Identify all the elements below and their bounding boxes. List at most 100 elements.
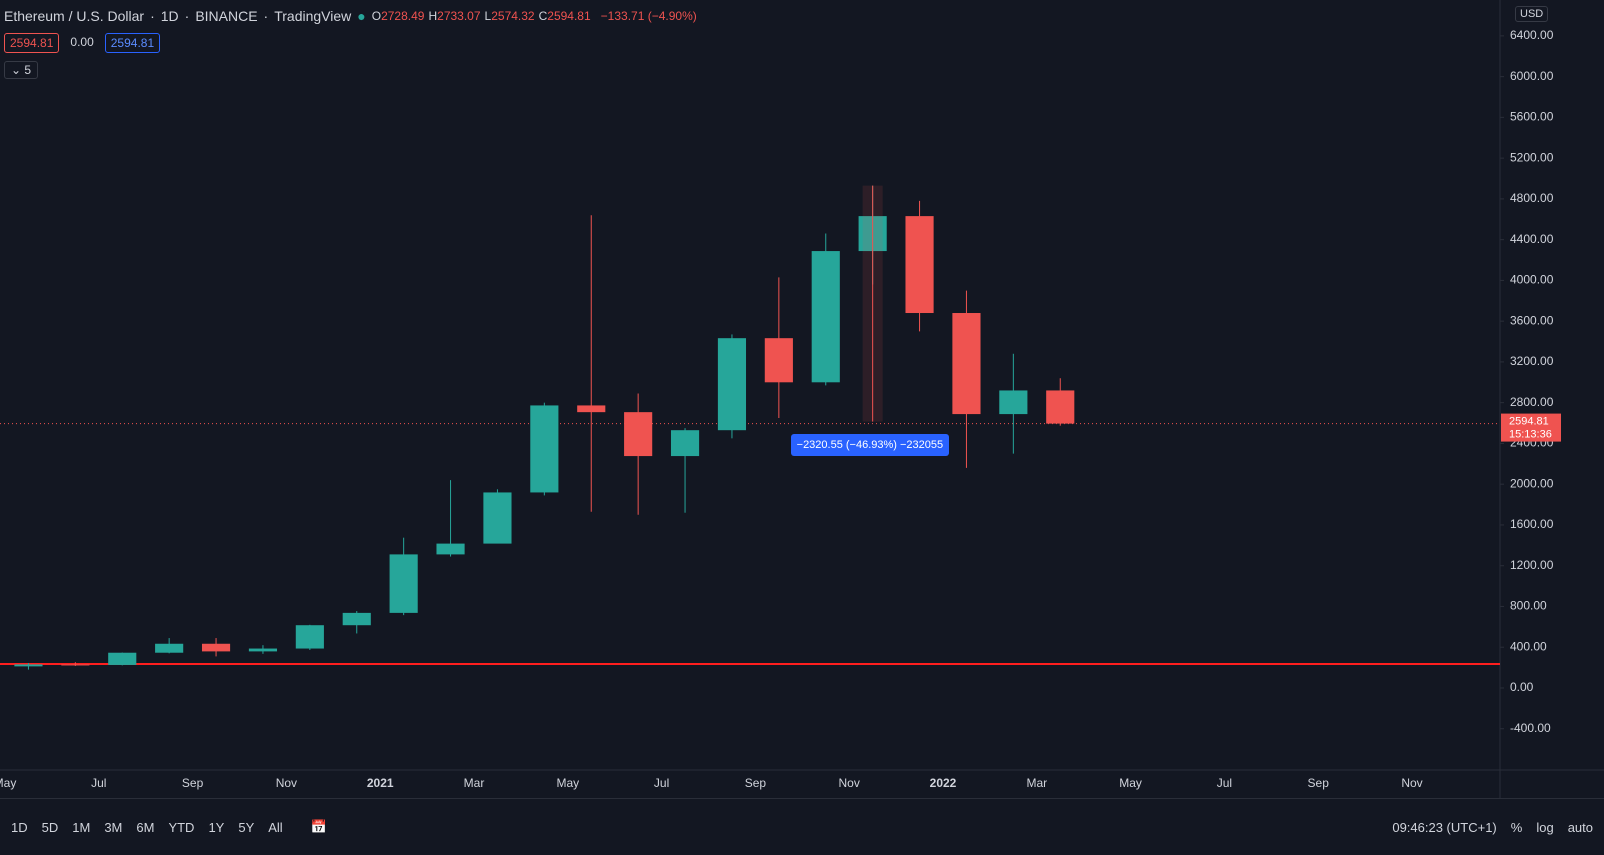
candle-body: [108, 652, 137, 665]
candle-body: [436, 543, 465, 555]
y-tick-label: 800.00: [1510, 599, 1547, 613]
candle-body: [905, 216, 934, 314]
ohlc-value: 2574.32: [491, 9, 535, 23]
range-button[interactable]: 1Y: [208, 819, 225, 835]
y-tick-label: 0.00: [1510, 680, 1534, 694]
option-button[interactable]: log: [1536, 819, 1554, 835]
candle-body: [389, 554, 418, 613]
currency[interactable]: USD: [1515, 6, 1549, 22]
y-tick-label: 1200.00: [1510, 558, 1554, 572]
x-tick-label: Nov: [839, 776, 860, 790]
candle-body: [764, 338, 793, 383]
option-button[interactable]: auto: [1567, 819, 1593, 835]
option-button[interactable]: %: [1510, 819, 1523, 835]
candle-body: [624, 412, 653, 457]
countdown-label: 15:13:36: [1509, 428, 1552, 440]
range-button[interactable]: YTD: [168, 819, 195, 835]
y-tick-label: 3200.00: [1510, 354, 1554, 368]
candle-body: [201, 643, 231, 652]
y-tick-label: 4800.00: [1510, 191, 1554, 205]
range-button[interactable]: 3M: [104, 819, 123, 835]
y-tick-label: 5600.00: [1510, 110, 1554, 124]
ohlc-value: 2594.81: [547, 9, 591, 23]
range-button[interactable]: 1M: [72, 819, 91, 835]
x-tick-label: Sep: [182, 776, 204, 790]
y-tick-label: 6400.00: [1510, 28, 1554, 42]
range-button[interactable]: 5Y: [238, 819, 255, 835]
x-tick-label: Nov: [276, 776, 297, 790]
candle-body: [248, 648, 278, 652]
last-price-box: [1501, 413, 1561, 442]
range-button[interactable]: 1D: [11, 819, 28, 835]
candle-body: [155, 643, 184, 653]
range-button[interactable]: 5D: [41, 819, 59, 835]
candle-body: [1046, 390, 1075, 424]
badge: 0.00: [70, 35, 94, 49]
x-tick-label: Jul: [1217, 776, 1232, 790]
x-tick-label: Mar: [1026, 776, 1047, 790]
range-button[interactable]: 6M: [136, 819, 155, 835]
change: −133.71 (−4.90%): [600, 9, 697, 23]
x-tick-label: May: [556, 776, 579, 790]
candle-body: [530, 405, 559, 493]
candle-body: [952, 313, 981, 415]
y-tick-label: 4000.00: [1510, 273, 1554, 287]
y-tick-label: -400.00: [1510, 721, 1551, 735]
y-tick-label: 6000.00: [1510, 69, 1554, 83]
x-tick-label: May: [1119, 776, 1142, 790]
ohlc-value: 2733.07: [437, 9, 481, 23]
toolbar: 1D 5D 1M 3M 6M YTD 1Y 5Y All 📅 09:46:23 (UTC+1) …: [0, 798, 1604, 855]
x-tick-label: Nov: [1401, 776, 1422, 790]
ohlc-value: 2728.49: [381, 9, 425, 23]
badge: 2594.81: [4, 33, 60, 53]
last-price-label: 2594.81: [1509, 415, 1549, 427]
x-tick-label: 2021: [367, 776, 394, 790]
y-tick-label: 2000.00: [1510, 476, 1554, 490]
source: TradingView: [274, 8, 352, 24]
x-tick-label: Sep: [1308, 776, 1330, 790]
candle-body: [295, 625, 324, 649]
ohlc-label: L: [484, 9, 492, 23]
x-tick-label: May: [0, 776, 16, 790]
indicator-count: 5: [24, 63, 32, 77]
candle-body: [61, 664, 90, 666]
ohlc-label: H: [428, 9, 438, 23]
measure-label: −2320.55 (−46.93%) −232055: [790, 433, 950, 456]
header: Ethereum / U.S. Dollar · 1D · BINANCE · Tra…: [4, 8, 697, 24]
candle-body: [811, 251, 840, 383]
x-tick-label: Jul: [91, 776, 106, 790]
ranges: 1D 5D 1M 3M 6M YTD 1Y 5Y All: [0, 820, 290, 835]
y-tick-label: 4400.00: [1510, 232, 1554, 246]
symbol: Ethereum / U.S. Dollar: [4, 8, 145, 24]
y-tick-label: 1600.00: [1510, 517, 1554, 531]
candle-body: [577, 405, 606, 413]
candle-body: [717, 338, 747, 431]
badge: 2594.81: [104, 33, 161, 53]
candle-body: [670, 430, 700, 457]
candle-body: [999, 390, 1028, 415]
indicators-toggle[interactable]: ⌄ 5: [4, 61, 39, 79]
interval: 1D: [160, 8, 179, 24]
y-tick-label: 3600.00: [1510, 313, 1554, 327]
clock: 09:46:23 (UTC+1): [1392, 819, 1497, 835]
options: % log auto: [1504, 820, 1604, 835]
x-tick-label: Jul: [654, 776, 669, 790]
y-tick-label: 5200.00: [1510, 150, 1554, 164]
exchange: BINANCE: [195, 8, 258, 24]
candle-body: [483, 492, 512, 544]
y-tick-label: 2800.00: [1510, 395, 1554, 409]
range-button[interactable]: All: [268, 819, 283, 835]
candle-body: [14, 664, 43, 667]
x-tick-label: Mar: [464, 776, 485, 790]
ohlc-label: O: [371, 9, 382, 23]
badges: 2594.81 0.00 2594.81: [4, 33, 161, 53]
candle-body: [342, 612, 371, 626]
date-range-icon[interactable]: 📅: [310, 819, 327, 834]
ohlc-label: C: [538, 9, 548, 23]
x-tick-label: 2022: [930, 776, 957, 790]
ohlc: O2728.49 H2733.07 L2574.32 C2594.81: [372, 9, 595, 23]
y-tick-label: 400.00: [1510, 639, 1547, 653]
x-tick-label: Sep: [745, 776, 767, 790]
